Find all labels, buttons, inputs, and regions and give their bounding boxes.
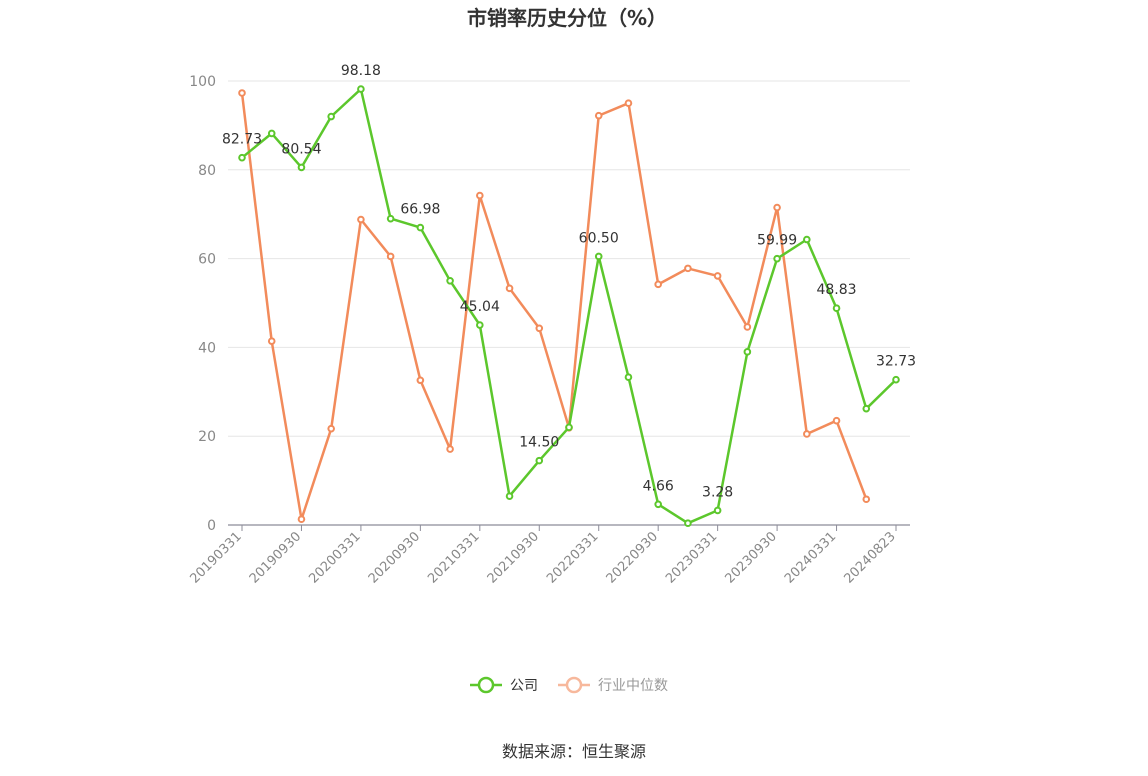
- x-tick-label: 20230331: [663, 529, 720, 586]
- data-point[interactable]: [654, 280, 662, 289]
- x-tick-label: 20230930: [723, 529, 780, 586]
- data-point[interactable]: [446, 445, 454, 453]
- data-label: 32.73: [876, 354, 916, 370]
- data-point[interactable]: [297, 163, 306, 172]
- data-point[interactable]: [832, 416, 841, 425]
- series-line-industry-median: [240, 92, 868, 521]
- data-point[interactable]: [684, 519, 692, 528]
- data-point[interactable]: [267, 337, 276, 345]
- x-tick-label: 20220331: [544, 529, 601, 586]
- data-point[interactable]: [803, 430, 811, 438]
- series-group: [238, 85, 900, 528]
- data-label: 3.28: [702, 484, 733, 500]
- data-label: 4.66: [643, 478, 674, 494]
- data-point[interactable]: [476, 321, 484, 329]
- x-tick-label: 20240331: [782, 529, 839, 586]
- data-point[interactable]: [476, 191, 484, 200]
- x-tick-label: 20190930: [247, 529, 304, 586]
- data-point[interactable]: [535, 456, 544, 465]
- data-point[interactable]: [535, 324, 544, 333]
- x-tick-label: 20190331: [187, 529, 244, 586]
- data-point[interactable]: [773, 203, 781, 212]
- gridlines: [228, 80, 910, 437]
- data-point[interactable]: [654, 500, 662, 509]
- data-label: 45.04: [460, 299, 500, 315]
- data-point[interactable]: [743, 323, 752, 331]
- data-labels: 82.73 80.54 98.18 66.98 45.04 14.50 60.50 4.66 3…: [222, 63, 916, 500]
- data-label: 59.99: [757, 233, 797, 249]
- data-label: 66.98: [400, 202, 440, 218]
- data-label: 60.50: [579, 230, 619, 246]
- data-point[interactable]: [684, 264, 692, 273]
- legend[interactable]: 公司 行业中位数: [470, 676, 668, 694]
- data-point[interactable]: [238, 89, 246, 97]
- data-point[interactable]: [773, 254, 781, 263]
- data-point[interactable]: [862, 495, 871, 504]
- legend-label: 行业中位数: [598, 678, 668, 694]
- data-label: 80.54: [281, 141, 321, 157]
- legend-item-company[interactable]: 公司: [470, 676, 538, 694]
- y-tick-label: 80: [198, 163, 216, 179]
- data-label: 14.50: [519, 435, 559, 451]
- data-point[interactable]: [446, 277, 454, 285]
- x-axis: 20190331 20190930 20200331 20200930 20210331…: [187, 524, 910, 587]
- x-tick-label: 20220930: [604, 529, 661, 586]
- data-point[interactable]: [803, 235, 811, 244]
- data-label: 82.73: [222, 132, 262, 148]
- x-tick-label: 20200930: [366, 529, 423, 586]
- data-point[interactable]: [386, 252, 395, 261]
- y-tick-label: 0: [207, 518, 216, 534]
- x-tick-label: 20210930: [485, 529, 542, 586]
- data-point[interactable]: [862, 404, 871, 413]
- series-line-company: [241, 87, 897, 525]
- y-tick-label: 100: [189, 74, 216, 90]
- data-point[interactable]: [357, 85, 365, 93]
- data-point[interactable]: [267, 129, 276, 138]
- data-point[interactable]: [505, 284, 514, 293]
- data-point[interactable]: [832, 304, 841, 312]
- y-tick-label: 20: [198, 429, 216, 445]
- data-point[interactable]: [594, 111, 603, 120]
- source-note: 数据来源：恒生聚源: [502, 742, 646, 761]
- data-point[interactable]: [357, 215, 365, 224]
- data-point[interactable]: [713, 272, 722, 280]
- y-tick-label: 60: [198, 252, 216, 268]
- data-point[interactable]: [327, 112, 335, 121]
- x-tick-label: 20240823: [841, 529, 898, 586]
- data-point[interactable]: [743, 348, 752, 356]
- data-label: 98.18: [341, 63, 381, 79]
- data-point[interactable]: [565, 423, 573, 432]
- chart-title: 市销率历史分位（%）: [467, 6, 667, 30]
- data-point[interactable]: [624, 373, 633, 381]
- x-tick-label: 20200331: [306, 529, 363, 586]
- data-point[interactable]: [594, 252, 603, 261]
- data-point[interactable]: [238, 153, 246, 162]
- y-tick-label: 40: [198, 340, 216, 356]
- legend-label: 公司: [510, 678, 538, 694]
- data-point[interactable]: [713, 506, 722, 515]
- legend-marker: [477, 676, 495, 694]
- legend-item-industry-median[interactable]: 行业中位数: [558, 676, 668, 694]
- data-label: 48.83: [816, 282, 856, 298]
- data-point[interactable]: [297, 515, 306, 524]
- data-point[interactable]: [892, 375, 900, 384]
- data-point[interactable]: [327, 424, 335, 433]
- y-axis: 0 20 40 60 80 100: [189, 74, 216, 534]
- data-point[interactable]: [624, 99, 633, 107]
- data-point[interactable]: [386, 214, 395, 223]
- data-point[interactable]: [416, 376, 425, 385]
- x-tick-label: 20210331: [425, 529, 482, 586]
- data-point[interactable]: [505, 492, 514, 500]
- legend-marker: [565, 676, 583, 694]
- data-point[interactable]: [416, 223, 425, 232]
